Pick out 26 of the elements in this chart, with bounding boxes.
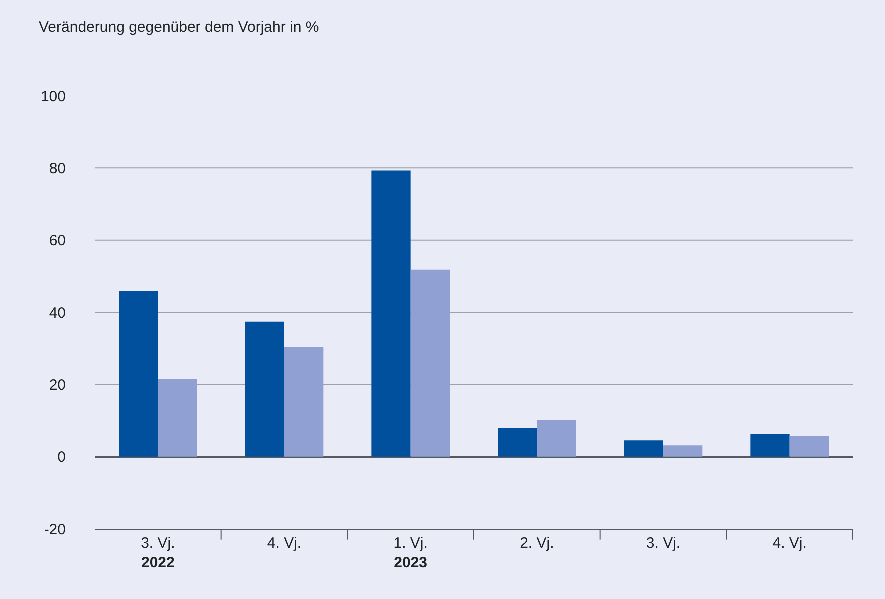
x-tick-label: 4. Vj. [267,535,302,552]
x-tick-label: 3. Vj. 2022 [141,535,176,572]
bar [498,428,538,457]
y-tick-label: 100 [40,88,66,106]
bar [750,434,790,457]
bar [410,270,450,457]
y-tick-label: 80 [49,160,66,178]
bar [158,379,198,457]
bar [790,436,829,457]
y-tick-label: 40 [49,304,66,322]
x-tick-label: 3. Vj. [646,535,681,552]
bar [624,440,664,457]
x-tick-label: 2. Vj. [520,535,554,552]
y-tick-label: 60 [49,232,66,250]
bar [284,348,324,457]
bar [372,170,411,457]
y-tick-label: -20 [44,521,66,538]
bar [664,446,703,457]
bar [537,420,576,457]
x-tick-label: 4. Vj. [772,535,807,552]
y-tick-label: 20 [49,376,66,394]
bar [119,291,158,457]
x-tick-label: 1. Vj. 2023 [394,535,428,572]
y-tick-label: 0 [58,449,66,466]
bar [245,322,284,457]
y-axis-title: Veränderung gegenüber dem Vorjahr in % [39,19,320,36]
